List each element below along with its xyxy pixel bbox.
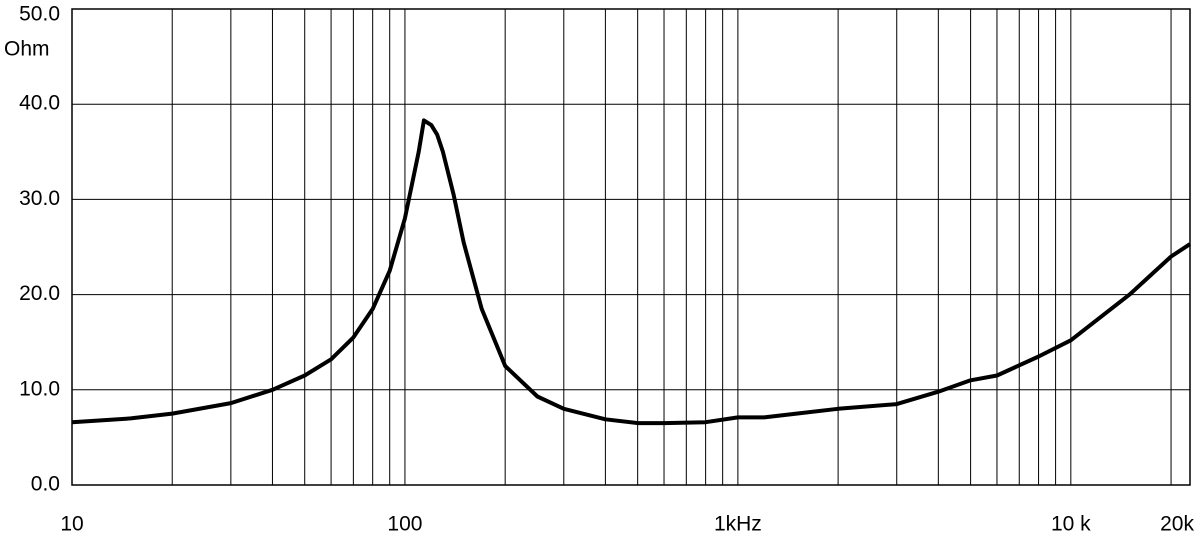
- y-tick-label: 20.0: [19, 282, 60, 305]
- y-tick-label: 10.0: [19, 377, 60, 400]
- impedance-curve: [71, 118, 1192, 426]
- y-unit: Ohm: [4, 38, 50, 61]
- plot-frame: [71, 8, 1191, 486]
- y-tick-label: 40.0: [19, 92, 60, 115]
- x-tick-label: 1kHz: [714, 513, 762, 536]
- x-tick-label: 100: [387, 513, 422, 536]
- y-tick-label: 0.0: [31, 473, 60, 496]
- x-tick-label: 10: [60, 513, 83, 536]
- x-tick-label: 20k: [1160, 513, 1194, 536]
- x-tick-label: 10 k: [1051, 513, 1091, 536]
- y-tick-label: 50.0: [19, 3, 60, 26]
- y-tick-label: 30.0: [19, 187, 60, 210]
